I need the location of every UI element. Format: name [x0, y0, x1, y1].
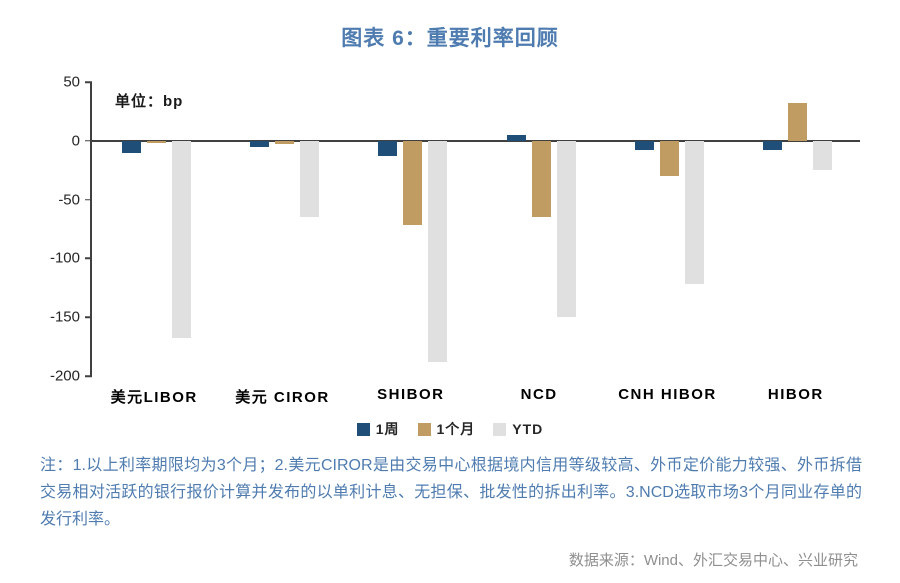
legend-swatch [417, 422, 431, 436]
y-tick-label: -150 [49, 308, 80, 326]
legend-swatch [493, 422, 507, 436]
legend: 1周 1个月 YTD [0, 419, 900, 439]
legend-label: 1个月 [436, 421, 476, 437]
legend-swatch [356, 422, 370, 436]
legend-item: 1周 [356, 419, 400, 439]
y-tick-label: -100 [49, 249, 80, 267]
bar-chart: 单位：bp 50 0 -50 -100 -150 -200 美元LIBOR 美元 CIROR… [0, 74, 900, 439]
bar [685, 140, 704, 285]
x-category-label: NCD [520, 386, 558, 403]
bar [506, 134, 526, 141]
bar [171, 140, 191, 339]
bar [300, 140, 319, 218]
x-category-label: SHIBOR [377, 386, 445, 403]
y-tick-mark [85, 198, 92, 201]
y-tick-label: -50 [58, 191, 80, 209]
y-tick-mark [85, 140, 92, 142]
bar [146, 140, 166, 144]
bar [275, 140, 294, 145]
bar [813, 140, 833, 171]
x-category-label: 美元LIBOR [110, 389, 198, 406]
y-tick-mark [85, 375, 92, 377]
legend-item: 1个月 [417, 419, 476, 439]
legend-label: 1周 [375, 421, 400, 437]
x-category-label: 美元 CIROR [235, 389, 330, 406]
bar [531, 140, 551, 218]
unit-label: 单位：bp [115, 93, 184, 110]
y-tick-label: 50 [63, 73, 80, 91]
legend-item: YTD [493, 421, 543, 437]
bar [428, 140, 448, 362]
bar [403, 140, 423, 226]
bar [556, 140, 576, 318]
x-category-label: HIBOR [767, 386, 824, 403]
bar [250, 140, 269, 147]
bar [660, 140, 679, 177]
note-text: 注：1.以上利率期限均为3个月；2.美元CIROR是由交易中心根据境内信用等级较… [40, 457, 862, 529]
y-tick-label: -200 [49, 367, 80, 385]
bar [788, 103, 808, 141]
bar [763, 140, 783, 151]
bar [635, 140, 654, 151]
x-axis-labels: 美元LIBOR 美元 CIROR SHIBOR NCD CNH HIBOR HIBOR [90, 386, 860, 407]
y-tick-mark [85, 316, 92, 318]
plot-area: 50 0 -50 -100 -150 -200 [50, 74, 860, 385]
y-tick-mark [85, 257, 92, 260]
chart-title: 图表 6：重要利率回顾 [341, 27, 559, 50]
y-tick-mark [85, 81, 92, 83]
legend-label: YTD [512, 421, 544, 437]
bar [378, 140, 398, 157]
x-category-label: CNH HIBOR [618, 386, 717, 403]
zero-axis-line [92, 140, 860, 142]
source-text: 数据来源：Wind、外汇交易中心、兴业研究 [568, 552, 858, 569]
bar [121, 140, 141, 153]
y-tick-label: 0 [71, 132, 80, 150]
